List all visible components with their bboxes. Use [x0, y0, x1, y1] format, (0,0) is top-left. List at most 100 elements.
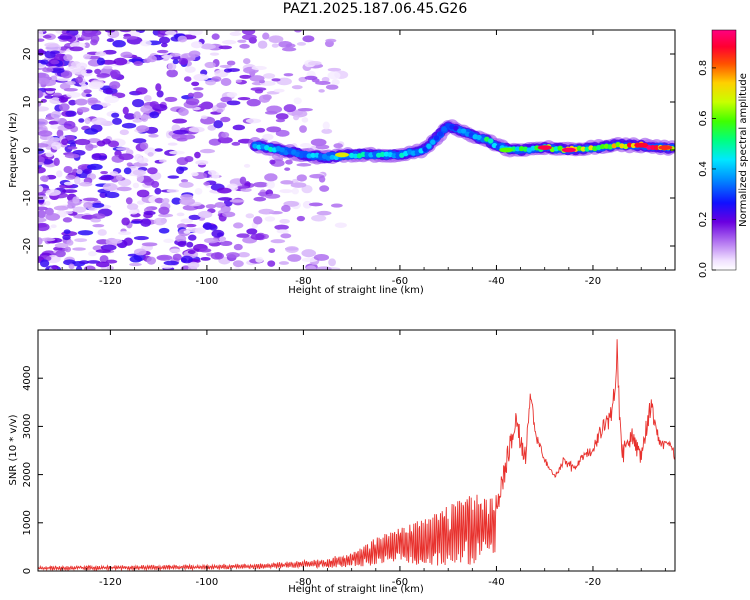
- spectrogram-noise-cell: [169, 150, 185, 155]
- spectrogram-noise-cell: [299, 125, 307, 133]
- spectrogram-noise-cell: [38, 217, 47, 223]
- spectrogram-noise-cell: [319, 185, 330, 192]
- spectrogram-noise-cell: [183, 76, 192, 82]
- spectrogram-noise-cell: [129, 262, 142, 267]
- spectrogram-noise-cell: [188, 234, 197, 241]
- spectrogram-noise-cell: [133, 236, 149, 241]
- spectrogram-noise-cell: [280, 180, 294, 185]
- spectrogram-noise-cell: [120, 51, 133, 59]
- spectrogram-noise-cell: [38, 118, 48, 127]
- spectrogram-noise-cell: [220, 77, 232, 86]
- spectrogram-noise-cell: [137, 157, 149, 164]
- spectrogram-noise-cell: [310, 138, 327, 147]
- spectrogram-signal-cell: [514, 146, 521, 152]
- spectrogram-noise-cell: [245, 213, 255, 219]
- spectrogram-noise-cell: [271, 78, 281, 82]
- spectrogram-noise-cell: [83, 201, 93, 209]
- spectrogram-noise-cell: [219, 64, 232, 69]
- spectrogram-signal-cell: [352, 153, 359, 159]
- spectrogram-noise-cell: [191, 81, 200, 87]
- spectrogram-peak-cell: [561, 147, 576, 153]
- spectrogram-noise-cell: [325, 38, 337, 43]
- spectrogram-noise-cell: [151, 180, 160, 188]
- spectrogram-noise-cell: [65, 110, 77, 117]
- spectrogram-noise-cell: [217, 197, 233, 201]
- spectrogram-noise-cell: [74, 98, 88, 106]
- spectrogram-noise-cell: [42, 67, 54, 73]
- spectrogram-noise-cell: [71, 68, 87, 75]
- spectrogram-noise-cell: [122, 106, 129, 115]
- spectrogram-noise-cell: [293, 114, 300, 121]
- spectrogram-signal-cell: [650, 144, 656, 151]
- snr-x-tick-label: -120: [99, 577, 122, 588]
- spectrogram-noise-cell: [99, 191, 108, 198]
- spectrogram-noise-cell: [98, 176, 109, 181]
- spectrogram-noise-cell: [262, 133, 274, 141]
- spectrogram-noise-cell: [199, 248, 212, 253]
- spectrogram-noise-cell: [236, 233, 250, 238]
- spectrogram-y-tick-label: 0: [22, 147, 33, 153]
- spectrogram-noise-cell: [116, 174, 123, 181]
- spectrogram-noise-cell: [237, 252, 250, 258]
- snr-y-tick-label: 3000: [22, 414, 33, 439]
- spectrogram-noise-cell: [78, 260, 90, 265]
- spectrogram-noise-cell: [128, 209, 139, 215]
- spectrogram-noise-cell: [39, 237, 56, 242]
- spectrogram-noise-cell: [190, 172, 199, 177]
- spectrogram-noise-cell: [226, 91, 238, 98]
- spectrogram-noise-cell: [154, 197, 165, 204]
- spectrogram-noise-cell: [133, 248, 147, 256]
- spectrogram-noise-cell: [205, 204, 217, 209]
- spectrogram-noise-cell: [112, 40, 126, 48]
- spectrogram-noise-cell: [148, 133, 159, 138]
- spectrogram-noise-cell: [63, 165, 73, 174]
- spectrogram-noise-cell: [241, 34, 257, 41]
- spectrogram-signal-cell: [422, 146, 428, 152]
- spectrogram-noise-cell: [283, 104, 297, 113]
- spectrogram-noise-cell: [188, 30, 203, 36]
- spectrogram-noise-cell: [165, 30, 177, 36]
- spectrogram-noise-cell: [44, 200, 51, 206]
- spectrogram-noise-cell: [164, 96, 178, 102]
- spectrogram-noise-cell: [63, 181, 74, 186]
- colorbar-gradient: [711, 29, 737, 271]
- spectrogram-noise-cell: [180, 179, 189, 183]
- spectrogram-noise-cell: [239, 176, 247, 185]
- spectrogram-noise-cell: [190, 41, 203, 49]
- spectrogram-noise-cell: [287, 254, 302, 262]
- spectrogram-noise-cell: [118, 231, 132, 236]
- spectrogram-noise-cell: [86, 163, 103, 171]
- spectrogram-noise-cell: [257, 40, 268, 49]
- spectrogram-noise-cell: [96, 73, 111, 78]
- spectrogram-noise-cell: [123, 237, 134, 246]
- spectrogram-signal-cell: [433, 135, 440, 141]
- spectrogram-noise-cell: [220, 96, 232, 103]
- spectrogram-signal-cell: [599, 143, 606, 150]
- spectrogram-noise-cell: [255, 256, 264, 263]
- spectrogram-noise-cell: [86, 260, 101, 264]
- spectrogram-noise-cell: [293, 97, 302, 105]
- spectrogram-noise-cell: [60, 70, 73, 79]
- spectrogram-noise-cell: [50, 59, 60, 65]
- spectrogram-noise-cell: [308, 202, 323, 207]
- spectrogram-noise-cell: [54, 243, 69, 248]
- spectrogram-signal-cell: [430, 139, 436, 145]
- spectrogram-noise-cell: [327, 67, 342, 72]
- spectrogram-noise-cell: [65, 135, 75, 142]
- spectrogram-noise-cell: [328, 258, 336, 267]
- snr-x-ticks: -120 -100 -80 -60 -40 -20: [37, 330, 666, 588]
- spectrogram-noise-cell: [223, 68, 233, 73]
- spectrogram-noise-cell: [231, 141, 241, 146]
- spectrogram-noise-cell: [246, 228, 258, 235]
- spectrogram-noise-cell: [210, 252, 224, 260]
- spectrogram-noise-cell: [301, 117, 309, 123]
- snr-panel: -120 -100 -80 -60 -40 -20 0 1000 2000 3000 4000 H…: [8, 329, 676, 595]
- spectrogram-noise-cell: [221, 39, 237, 45]
- chart-title: PAZ1.2025.187.06.45.G26: [282, 1, 468, 17]
- spectrogram-noise-cell: [158, 227, 170, 234]
- spectrogram-noise-cell: [315, 144, 330, 150]
- spectrogram-noise-cell: [45, 43, 62, 53]
- spectrogram-noise-cell: [255, 127, 266, 133]
- spectrogram-noise-cell: [111, 112, 120, 118]
- spectrogram-noise-cell: [178, 181, 194, 188]
